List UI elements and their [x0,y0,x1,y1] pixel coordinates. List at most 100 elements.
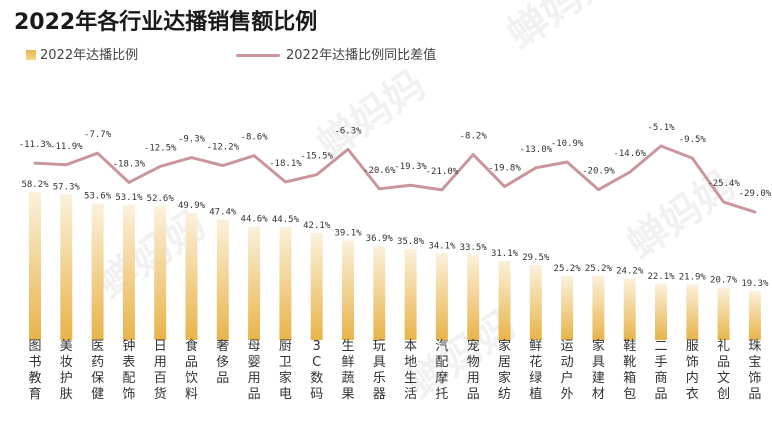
bar [91,203,104,340]
x-tick-label: 汽配摩托 [435,339,448,402]
bar-value-label: 25.2% [554,264,582,274]
x-tick-label: 家具建材 [592,338,605,402]
legend-bar-swatch [26,50,36,60]
bar [373,246,386,340]
line-value-label: -25.4% [707,179,740,189]
x-tick-label: 厨卫家电 [279,339,292,402]
x-tick-label: 美妆护肤 [60,339,73,402]
x-tick-label: 玩具乐器 [373,339,386,402]
bar [592,275,605,340]
bar-value-label: 24.2% [616,266,644,276]
x-tick-label: 家居家纺 [498,338,511,402]
chart-title: 2022年各行业达播销售额比例 [14,10,318,35]
line-value-label: -14.6% [613,149,646,159]
x-tick-label: 鞋靴箱包 [623,338,636,402]
x-tick-label: 母婴用品 [248,339,261,402]
bar [216,219,229,340]
line-value-label: -9.3% [178,135,206,145]
x-tick-label: 珠宝饰品 [748,339,761,402]
bar-value-label: 53.1% [115,193,143,203]
bar [154,206,167,340]
bar [623,278,636,340]
bar-value-label: 44.5% [272,215,300,225]
bar-value-label: 57.3% [53,182,81,192]
line-path [33,144,757,214]
x-tick-label: 医药保健 [91,339,104,402]
bar-series: 58.2% 57.3%53.6% 53.1% 52.6%49.9%47.4% 44.6%… [21,180,769,340]
bar [435,253,448,340]
x-tick-label: 宠物用品 [467,338,480,402]
bar-value-label: 25.2% [585,264,613,274]
x-tick-label: 服饰内衣 [686,339,699,402]
line-value-label: -15.5% [300,152,333,162]
bar [655,283,667,340]
bar-value-label: 52.6% [147,194,175,204]
bar [122,204,135,340]
bar-value-label: 58.2% [21,180,49,190]
bar [467,254,480,340]
bar-value-label: 33.5% [460,243,488,253]
bar [279,226,292,340]
bar-value-label: 36.9% [366,234,394,244]
x-tick-label: 食品饮料 [185,338,198,402]
line-value-label: -20.6% [363,166,396,176]
x-tick-label: 生鲜蔬果 [341,339,354,402]
x-tick-label: 3 C 数码 [310,339,323,402]
x-tick-label: 图书教育 [28,339,41,402]
x-tick-label: 二手商品 [654,339,667,402]
line-value-label: -18.3% [113,159,146,169]
bar [498,260,511,340]
x-tick-label: 钟表配饰 [122,338,135,402]
bar-value-label: 19.3% [741,279,769,289]
bar-value-label: 29.5% [522,253,550,263]
bar-value-label: 53.6% [84,192,112,202]
bar [185,213,198,340]
x-tick-label: 本地生活 [404,339,417,402]
line-value-label: -21.0% [426,167,459,177]
line-value-label: -19.8% [488,164,521,174]
bar [404,248,417,340]
line-value-label: -8.6% [241,133,269,143]
x-tick-label: 鲜花绿植 [529,339,542,402]
line-value-label: -7.7% [84,130,112,140]
bar [29,192,41,340]
line-value-label: -13.0% [520,145,553,155]
line-value-label: -12.2% [207,143,240,153]
bar [748,290,761,340]
line-value-label: -20.9% [582,167,615,177]
bar-value-label: 22.1% [647,272,675,282]
bar-value-label: 39.1% [334,229,362,239]
bar [561,275,574,340]
bar [60,194,73,340]
bar-value-label: 35.8% [397,237,425,247]
bar-value-label: 49.9% [178,201,206,211]
legend-line-swatch [236,54,280,57]
bar [310,232,323,340]
bar [248,226,261,340]
x-axis-labels: 图书教育 美妆护肤 医药保健 钟表配饰 日用百货 食品饮料 奢侈品 母婴用品 厨卫家电 3 C 数码 生… [28,338,761,402]
line-value-label: -6.3% [334,126,362,136]
bar-value-label: 21.9% [679,272,707,282]
bar [686,284,699,340]
bar-value-label: 34.1% [428,241,456,251]
svg-text:蝉妈妈: 蝉妈妈 [499,0,624,58]
line-value-label: -11.9% [50,142,83,152]
line-value-label: -9.5% [679,135,707,145]
x-tick-label: 奢侈品 [216,339,229,386]
x-tick-label: 日用百货 [154,339,167,402]
bar-value-label: 42.1% [303,221,331,231]
bar-value-label: 20.7% [710,275,738,285]
line-value-label: -11.3% [19,140,52,150]
line-series: -11.3%-11.9%-7.7% -18.3% -12.5%-9.3%-12.2%… [19,123,772,214]
line-value-label: -5.1% [647,123,675,133]
x-tick-label: 礼品文创 [717,338,730,402]
x-tick-label: 运动户外 [561,339,574,402]
legend-line-label: 2022年达播比例同比差值 [286,48,437,63]
bar-value-label: 47.4% [209,207,237,217]
bar [342,240,354,340]
legend-bar-label: 2022年达播比例 [40,48,139,63]
line-value-label: -12.5% [144,143,177,153]
line-value-label: -19.3% [394,162,427,172]
svg-text:蝉妈妈: 蝉妈妈 [619,162,744,269]
